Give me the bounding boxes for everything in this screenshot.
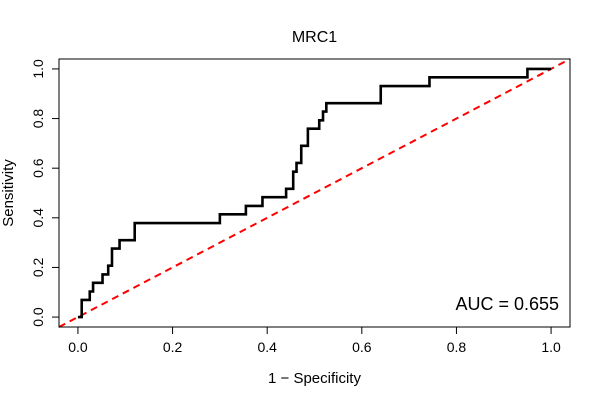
- x-tick-label: 0.2: [163, 339, 183, 355]
- x-tick-label: 0.4: [257, 339, 277, 355]
- chart-title: MRC1: [292, 29, 337, 46]
- x-tick-label: 0.6: [352, 339, 372, 355]
- x-tick-label: 0.8: [447, 339, 467, 355]
- y-tick-label: 0.4: [30, 208, 46, 228]
- x-axis-label: 1 − Specificity: [268, 370, 361, 387]
- roc-curve-line: [77, 67, 552, 319]
- y-tick-label: 1.0: [30, 59, 46, 79]
- y-tick-label: 0.0: [30, 307, 46, 327]
- y-tick-label: 0.6: [30, 158, 46, 178]
- x-tick-label: 0.0: [68, 339, 88, 355]
- y-axis-label: Sensitivity: [0, 159, 17, 227]
- auc-annotation: AUC = 0.655: [455, 294, 559, 314]
- x-tick-label: 1.0: [541, 339, 561, 355]
- plot-frame: [58, 58, 571, 328]
- y-tick-label: 0.8: [30, 109, 46, 129]
- y-tick-label: 0.2: [30, 258, 46, 278]
- reference-diagonal-line: [58, 58, 571, 328]
